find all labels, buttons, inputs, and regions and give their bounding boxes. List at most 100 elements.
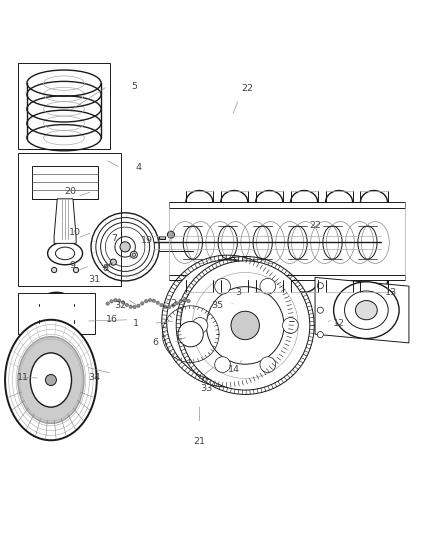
Text: 16: 16 (106, 315, 118, 324)
Text: 12: 12 (333, 319, 345, 328)
Bar (32, 166, 98, 199)
Text: 3: 3 (236, 288, 242, 297)
Circle shape (129, 305, 132, 309)
Circle shape (217, 310, 239, 332)
Circle shape (195, 345, 204, 353)
Polygon shape (315, 277, 409, 343)
Ellipse shape (30, 353, 71, 407)
Circle shape (215, 278, 230, 294)
Text: 2: 2 (170, 299, 176, 308)
Ellipse shape (183, 226, 202, 259)
Text: 10: 10 (69, 228, 81, 237)
Bar (18, 63, 110, 149)
Text: 1: 1 (133, 319, 139, 328)
Bar (159, 236, 165, 239)
Text: 5: 5 (131, 82, 137, 91)
Text: 11: 11 (17, 373, 28, 382)
Circle shape (137, 304, 140, 308)
Ellipse shape (48, 242, 82, 265)
Circle shape (263, 317, 272, 326)
Circle shape (223, 277, 232, 286)
Circle shape (145, 300, 148, 303)
Circle shape (148, 298, 152, 302)
Circle shape (167, 305, 171, 309)
Circle shape (223, 357, 232, 365)
Text: 22: 22 (241, 84, 253, 93)
Ellipse shape (56, 247, 75, 260)
Circle shape (164, 305, 167, 309)
Circle shape (110, 300, 113, 303)
Circle shape (74, 268, 79, 272)
Ellipse shape (334, 282, 399, 338)
Text: 8: 8 (102, 264, 109, 273)
Ellipse shape (358, 226, 377, 259)
Circle shape (178, 321, 203, 347)
Circle shape (180, 261, 310, 390)
Ellipse shape (323, 226, 342, 259)
Ellipse shape (218, 226, 237, 259)
Circle shape (251, 345, 260, 353)
Ellipse shape (356, 301, 377, 320)
Circle shape (231, 311, 259, 340)
Polygon shape (54, 199, 76, 244)
Text: 34: 34 (88, 373, 101, 382)
Circle shape (132, 253, 136, 256)
Text: 4: 4 (135, 163, 141, 172)
Circle shape (117, 299, 121, 302)
Bar (169, 203, 405, 207)
Text: 32: 32 (115, 301, 127, 310)
Circle shape (167, 231, 174, 238)
Circle shape (152, 299, 155, 303)
Circle shape (52, 268, 57, 272)
Circle shape (317, 307, 323, 313)
Text: 14: 14 (228, 365, 240, 374)
Circle shape (260, 357, 276, 373)
Circle shape (260, 278, 276, 294)
Circle shape (179, 300, 183, 303)
Text: 35: 35 (211, 301, 223, 310)
Circle shape (160, 303, 163, 307)
Circle shape (175, 302, 179, 305)
Circle shape (187, 299, 190, 303)
Ellipse shape (5, 320, 97, 440)
Circle shape (156, 301, 159, 304)
Text: 21: 21 (193, 437, 205, 446)
Bar (18, 153, 121, 286)
Circle shape (283, 318, 298, 333)
Circle shape (46, 375, 57, 385)
Circle shape (192, 318, 208, 333)
Text: 20: 20 (64, 187, 77, 196)
Circle shape (251, 288, 260, 297)
Circle shape (133, 305, 136, 309)
Circle shape (195, 288, 204, 297)
Text: 6: 6 (153, 338, 159, 348)
Text: 22: 22 (309, 221, 321, 230)
Bar (18, 293, 95, 334)
Circle shape (131, 251, 138, 258)
Circle shape (166, 260, 289, 382)
Circle shape (106, 302, 110, 305)
Circle shape (206, 287, 284, 364)
Circle shape (215, 357, 230, 373)
Circle shape (171, 304, 175, 308)
Circle shape (120, 242, 130, 252)
Circle shape (184, 317, 192, 326)
Text: 31: 31 (88, 275, 101, 284)
Circle shape (317, 332, 323, 338)
Text: 13: 13 (385, 288, 398, 297)
Circle shape (197, 290, 258, 352)
Text: 7: 7 (111, 233, 117, 243)
Circle shape (141, 302, 144, 305)
Ellipse shape (253, 226, 272, 259)
Circle shape (121, 301, 125, 304)
Circle shape (113, 298, 117, 302)
Text: 33: 33 (200, 384, 212, 393)
Ellipse shape (18, 337, 84, 423)
Circle shape (183, 298, 186, 302)
Circle shape (110, 259, 117, 265)
Circle shape (125, 303, 129, 306)
Text: 9: 9 (70, 261, 76, 270)
Text: 19: 19 (141, 236, 153, 245)
Bar (169, 275, 405, 280)
Circle shape (317, 282, 323, 289)
